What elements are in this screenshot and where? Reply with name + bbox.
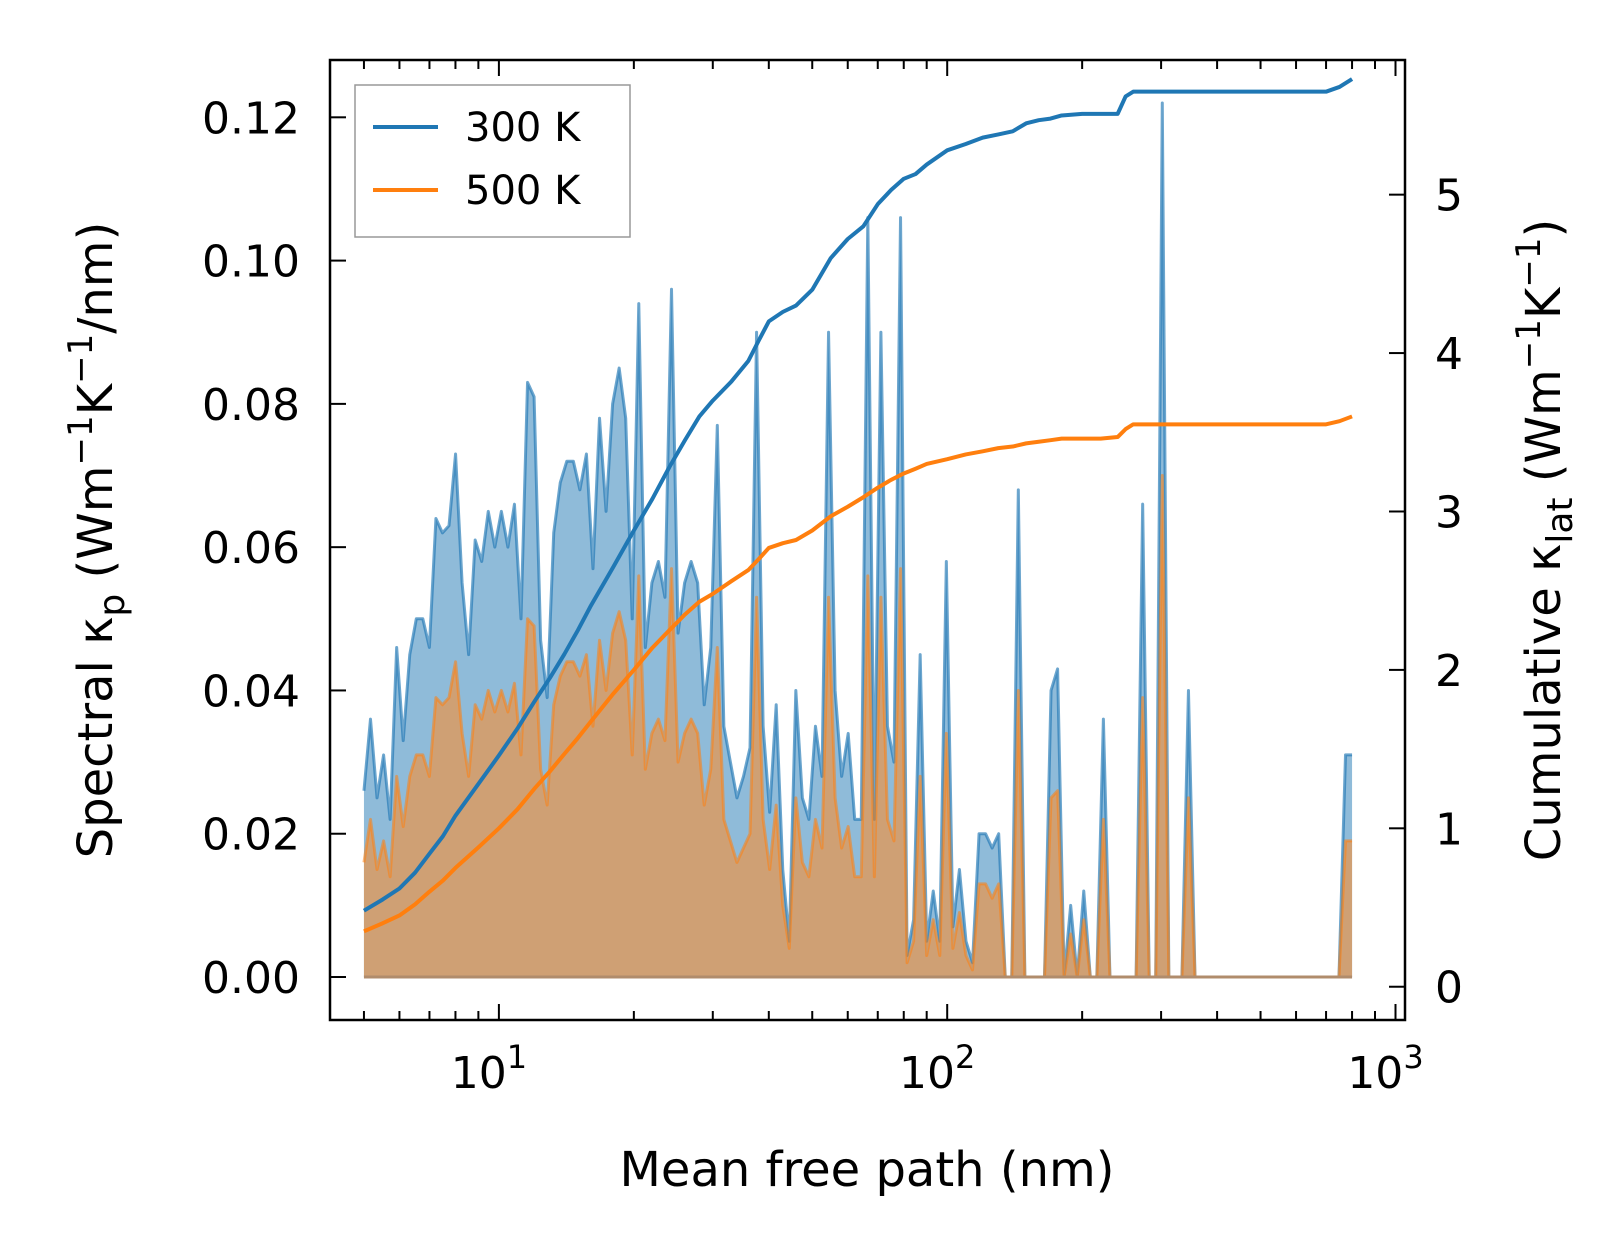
y-right-tick-label: 3: [1435, 487, 1463, 538]
y-left-tick-label: 0.10: [202, 237, 300, 288]
y-right-tick-label: 4: [1435, 329, 1463, 380]
x-axis-title: Mean free path (nm): [620, 1142, 1115, 1198]
right-axis-title: Cumulative κlat (Wm−1K−1): [1509, 219, 1581, 861]
legend-box: [354, 84, 631, 238]
y-left-tick-label: 0.02: [202, 810, 300, 861]
axis-ticks: 101 102 103 0.00 0.02 0.04 0.06 0.08 0.10 0.12 0 1 2…: [202, 60, 1463, 1099]
y-right-tick-label: 2: [1435, 646, 1463, 697]
y-left-tick-label: 0.06: [202, 523, 300, 574]
y-left-tick-label: 0.00: [202, 953, 300, 1004]
spectral-line-300k: [362, 101, 1353, 979]
legend-label-300k: 300 K: [465, 105, 582, 151]
plot-area: [362, 77, 1354, 979]
y-left-tick-label: 0.08: [202, 380, 300, 431]
y-right-tick-label: 0: [1435, 963, 1463, 1014]
legend: 300 K 500 K: [354, 84, 631, 238]
y-left-tick-label: 0.04: [202, 666, 300, 717]
x-tick-label: 103: [1347, 1038, 1423, 1099]
x-tick-label: 102: [899, 1038, 975, 1099]
cumulative-line-500k: [363, 414, 1353, 934]
spectral-fill-500k: [363, 475, 1353, 978]
plot-frame: [328, 58, 1407, 1022]
spectral-line-500k: [362, 474, 1353, 979]
y-right-tick-label: 5: [1435, 171, 1463, 222]
y-right-tick-label: 1: [1435, 804, 1463, 855]
left-axis-title: Spectral κp (Wm−1K−1/nm): [61, 222, 133, 859]
y-left-tick-label: 0.12: [202, 93, 300, 144]
x-tick-label: 101: [451, 1038, 527, 1099]
cumulative-line-300k: [362, 77, 1354, 913]
legend-label-500k: 500 K: [465, 168, 582, 214]
